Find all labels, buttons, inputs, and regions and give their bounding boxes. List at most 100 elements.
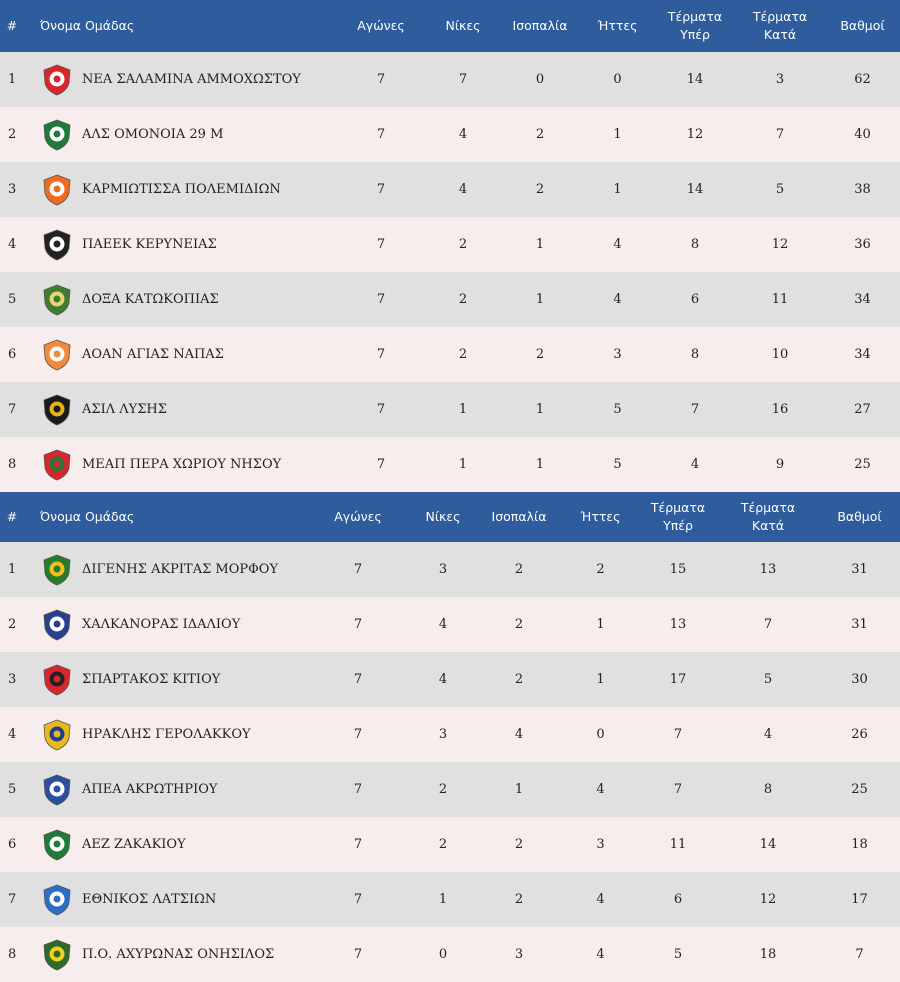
header-gf[interactable]: Τέρματα Υπέρ xyxy=(667,9,723,42)
team-cell[interactable]: ΑΕΖ ΖΑΚΑΚΙΟΥ xyxy=(40,817,360,872)
table-row[interactable]: 6 ΑΕΖ ΖΑΚΑΚΙΟΥ 7 2 2 3 11 14 18 xyxy=(0,817,900,872)
cell-pts: 31 xyxy=(851,617,868,632)
cell-losses: 3 xyxy=(613,347,622,362)
header-ga[interactable]: Τέρματα Κατά xyxy=(740,500,796,533)
team-cell[interactable]: ΔΙΓΕΝΗΣ ΑΚΡΙΤΑΣ ΜΟΡΦΟΥ xyxy=(40,542,360,597)
team-cell[interactable]: ΔΟΞΑ ΚΑΤΩΚΟΠΙΑΣ xyxy=(40,272,360,327)
team-cell[interactable]: ΑΣΙΛ ΛΥΣΗΣ xyxy=(40,382,360,437)
header-losses[interactable]: Ήττες xyxy=(597,18,638,33)
cell-gf: 13 xyxy=(669,617,687,632)
team-cell[interactable]: ΑΠΕΑ ΑΚΡΩΤΗΡΙΟΥ xyxy=(40,762,360,817)
cell-draws: 1 xyxy=(535,237,545,252)
header-wins[interactable]: Νίκες xyxy=(445,18,481,33)
team-cell[interactable]: ΑΟΑΝ ΑΓΙΑΣ ΝΑΠΑΣ xyxy=(40,327,360,382)
team-name[interactable]: ΗΡΑΚΛΗΣ ΓΕΡΟΛΑΚΚΟΥ xyxy=(82,727,251,742)
cell-draws: 1 xyxy=(535,457,545,472)
team-name[interactable]: ΔΙΓΕΝΗΣ ΑΚΡΙΤΑΣ ΜΟΡΦΟΥ xyxy=(82,562,279,577)
table-row[interactable]: 5 ΔΟΞΑ ΚΑΤΩΚΟΠΙΑΣ 7 2 1 4 6 11 34 xyxy=(0,272,900,327)
table-header: # Όνομα Ομάδας Αγώνες Νίκες Ισοπαλία Ήττες Τέρ… xyxy=(0,492,900,542)
header-pos[interactable]: # xyxy=(6,18,18,33)
team-name[interactable]: ΕΘΝΙΚΟΣ ΛΑΤΣΙΩΝ xyxy=(82,892,217,907)
header-draws[interactable]: Ισοπαλία xyxy=(491,509,547,524)
team-cell[interactable]: ΗΡΑΚΛΗΣ ΓΕΡΟΛΑΚΚΟΥ xyxy=(40,707,360,762)
cell-pts: 18 xyxy=(851,837,868,852)
team-name[interactable]: Π.Ο. ΑΧΥΡΩΝΑΣ ΟΝΗΣΙΛΟΣ xyxy=(82,947,275,962)
team-cell[interactable]: ΚΑΡΜΙΩΤΙΣΣΑ ΠΟΛΕΜΙΔΙΩΝ xyxy=(40,162,360,217)
team-name[interactable]: ΚΑΡΜΙΩΤΙΣΣΑ ΠΟΛΕΜΙΔΙΩΝ xyxy=(82,182,281,197)
cell-gf: 4 xyxy=(690,457,700,472)
team-name[interactable]: ΔΟΞΑ ΚΑΤΩΚΟΠΙΑΣ xyxy=(82,292,219,307)
header-ga[interactable]: Τέρματα Κατά xyxy=(752,9,808,42)
team-cell[interactable]: ΧΑΛΚΑΝΟΡΑΣ ΙΔΑΛΙΟΥ xyxy=(40,597,360,652)
cell-pts: 17 xyxy=(851,892,868,907)
cell-pts: 25 xyxy=(854,457,871,472)
table-row[interactable]: 2 ΑΛΣ ΟΜΟΝΟΙΑ 29 Μ 7 4 2 1 12 7 40 xyxy=(0,107,900,162)
table-row[interactable]: 4 ΠΑΕΕΚ ΚΕΡΥΝΕΙΑΣ 7 2 1 4 8 12 36 xyxy=(0,217,900,272)
cell-losses: 1 xyxy=(596,617,605,632)
cell-losses: 4 xyxy=(613,292,622,307)
team-cell[interactable]: Π.Ο. ΑΧΥΡΩΝΑΣ ΟΝΗΣΙΛΟΣ xyxy=(40,927,360,982)
team-name[interactable]: ΠΑΕΕΚ ΚΕΡΥΝΕΙΑΣ xyxy=(82,237,217,252)
team-name[interactable]: ΑΕΖ ΖΑΚΑΚΙΟΥ xyxy=(82,837,186,852)
team-cell[interactable]: ΝΕΑ ΣΑΛΑΜΙΝΑ ΑΜΜΟΧΩΣΤΟΥ xyxy=(40,52,360,107)
table-row[interactable]: 4 ΗΡΑΚΛΗΣ ΓΕΡΟΛΑΚΚΟΥ 7 3 4 0 7 4 26 xyxy=(0,707,900,762)
header-draws[interactable]: Ισοπαλία xyxy=(512,18,568,33)
cell-draws: 2 xyxy=(514,892,524,907)
team-name[interactable]: ΣΠΑΡΤΑΚΟΣ ΚΙΤΙΟΥ xyxy=(82,672,221,687)
team-cell[interactable]: ΜΕΑΠ ΠΕΡΑ ΧΩΡΙΟΥ ΝΗΣΟΥ xyxy=(40,437,360,492)
header-pts[interactable]: Βαθμοί xyxy=(840,18,885,33)
asil-logo xyxy=(40,393,74,427)
cell-gf: 14 xyxy=(686,72,704,87)
cell-losses: 2 xyxy=(596,562,605,577)
team-cell[interactable]: ΕΘΝΙΚΟΣ ΛΑΤΣΙΩΝ xyxy=(40,872,360,927)
cell-pts: 25 xyxy=(851,782,868,797)
standings-table-group-2: # Όνομα Ομάδας Αγώνες Νίκες Ισοπαλία Ήττες Τέρ… xyxy=(0,492,900,982)
table-row[interactable]: 7 ΕΘΝΙΚΟΣ ΛΑΤΣΙΩΝ 7 1 2 4 6 12 17 xyxy=(0,872,900,927)
team-name[interactable]: ΝΕΑ ΣΑΛΑΜΙΝΑ ΑΜΜΟΧΩΣΤΟΥ xyxy=(82,72,301,87)
cell-draws: 2 xyxy=(535,127,545,142)
cell-gf: 11 xyxy=(669,837,687,852)
cell-draws: 2 xyxy=(535,182,545,197)
header-team[interactable]: Όνομα Ομάδας xyxy=(40,509,135,524)
table-row[interactable]: 2 ΧΑΛΚΑΝΟΡΑΣ ΙΔΑΛΙΟΥ 7 4 2 1 13 7 31 xyxy=(0,597,900,652)
nea-salamina-logo xyxy=(40,63,74,97)
header-played[interactable]: Αγώνες xyxy=(357,18,405,33)
cell-wins: 3 xyxy=(438,562,448,577)
team-name[interactable]: ΜΕΑΠ ΠΕΡΑ ΧΩΡΙΟΥ ΝΗΣΟΥ xyxy=(82,457,282,472)
team-cell[interactable]: ΣΠΑΡΤΑΚΟΣ ΚΙΤΙΟΥ xyxy=(40,652,360,707)
standings-table-group-1: # Όνομα Ομάδας Αγώνες Νίκες Ισοπαλία Ήττες Τέρ… xyxy=(0,0,900,492)
cell-ga: 9 xyxy=(775,457,785,472)
table-row[interactable]: 1 ΝΕΑ ΣΑΛΑΜΙΝΑ ΑΜΜΟΧΩΣΤΟΥ 7 7 0 0 14 3 62 xyxy=(0,52,900,107)
header-pts[interactable]: Βαθμοί xyxy=(837,509,882,524)
table-row[interactable]: 3 ΚΑΡΜΙΩΤΙΣΣΑ ΠΟΛΕΜΙΔΙΩΝ 7 4 2 1 14 5 38 xyxy=(0,162,900,217)
table-row[interactable]: 8 ΜΕΑΠ ΠΕΡΑ ΧΩΡΙΟΥ ΝΗΣΟΥ 7 1 1 5 4 9 25 xyxy=(0,437,900,492)
team-cell[interactable]: ΑΛΣ ΟΜΟΝΟΙΑ 29 Μ xyxy=(40,107,360,162)
header-pos[interactable]: # xyxy=(6,509,18,524)
team-name[interactable]: ΑΠΕΑ ΑΚΡΩΤΗΡΙΟΥ xyxy=(82,782,218,797)
cell-gf: 6 xyxy=(690,292,700,307)
table-row[interactable]: 7 ΑΣΙΛ ΛΥΣΗΣ 7 1 1 5 7 16 27 xyxy=(0,382,900,437)
table-row[interactable]: 5 ΑΠΕΑ ΑΚΡΩΤΗΡΙΟΥ 7 2 1 4 7 8 25 xyxy=(0,762,900,817)
team-name[interactable]: ΧΑΛΚΑΝΟΡΑΣ ΙΔΑΛΙΟΥ xyxy=(82,617,241,632)
cell-played: 7 xyxy=(353,947,363,962)
header-team[interactable]: Όνομα Ομάδας xyxy=(40,18,135,33)
cell-pts: 62 xyxy=(854,72,871,87)
table-row[interactable]: 3 ΣΠΑΡΤΑΚΟΣ ΚΙΤΙΟΥ 7 4 2 1 17 5 30 xyxy=(0,652,900,707)
cell-losses: 1 xyxy=(596,672,605,687)
team-cell[interactable]: ΠΑΕΕΚ ΚΕΡΥΝΕΙΑΣ xyxy=(40,217,360,272)
cell-ga: 8 xyxy=(763,782,773,797)
table-row[interactable]: 6 ΑΟΑΝ ΑΓΙΑΣ ΝΑΠΑΣ 7 2 2 3 8 10 34 xyxy=(0,327,900,382)
cell-pts: 7 xyxy=(855,947,864,962)
cell-draws: 2 xyxy=(514,837,524,852)
team-name[interactable]: ΑΛΣ ΟΜΟΝΟΙΑ 29 Μ xyxy=(82,127,224,142)
team-name[interactable]: ΑΟΑΝ ΑΓΙΑΣ ΝΑΠΑΣ xyxy=(82,347,224,362)
header-played[interactable]: Αγώνες xyxy=(334,509,382,524)
team-name[interactable]: ΑΣΙΛ ΛΥΣΗΣ xyxy=(82,402,167,417)
header-gf[interactable]: Τέρματα Υπέρ xyxy=(650,500,706,533)
header-wins[interactable]: Νίκες xyxy=(425,509,461,524)
table-row[interactable]: 8 Π.Ο. ΑΧΥΡΩΝΑΣ ΟΝΗΣΙΛΟΣ 7 0 3 4 5 18 7 xyxy=(0,927,900,982)
table-row[interactable]: 1 ΔΙΓΕΝΗΣ ΑΚΡΙΤΑΣ ΜΟΡΦΟΥ 7 3 2 2 15 13 31 xyxy=(0,542,900,597)
cell-ga: 11 xyxy=(771,292,789,307)
header-losses[interactable]: Ήττες xyxy=(580,509,621,524)
cell-wins: 4 xyxy=(438,672,448,687)
